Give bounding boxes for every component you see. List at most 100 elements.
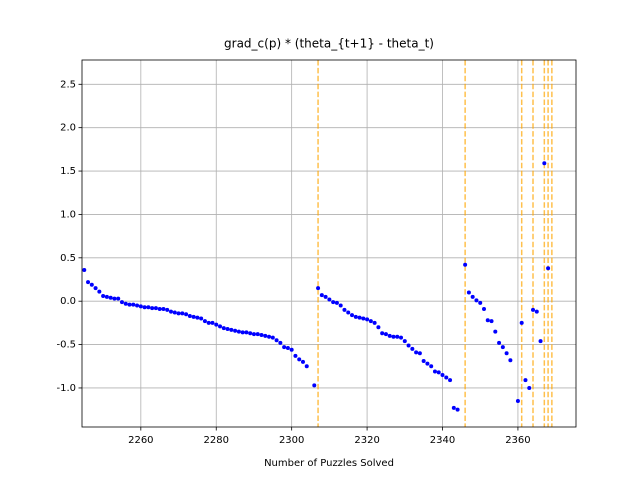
- point: [429, 364, 434, 369]
- point: [346, 310, 351, 315]
- point: [104, 294, 109, 299]
- point: [206, 320, 211, 325]
- point: [285, 346, 290, 351]
- point: [323, 294, 328, 299]
- point: [157, 307, 162, 312]
- y-tick-label: 2.0: [60, 123, 76, 134]
- point: [236, 329, 241, 334]
- point: [451, 405, 456, 410]
- point: [123, 301, 128, 306]
- point: [383, 332, 388, 337]
- point: [131, 302, 136, 307]
- point: [493, 329, 498, 334]
- point: [202, 319, 207, 324]
- point: [546, 266, 551, 271]
- point: [395, 334, 400, 339]
- point: [391, 334, 396, 339]
- point: [300, 359, 305, 364]
- point: [523, 378, 528, 383]
- point: [199, 316, 204, 321]
- point: [176, 311, 181, 316]
- plot-frame: [81, 59, 577, 428]
- point: [380, 331, 385, 336]
- y-tick-label: 0.5: [60, 253, 76, 264]
- point: [497, 340, 502, 345]
- point: [221, 326, 226, 331]
- point: [515, 398, 520, 403]
- point: [342, 307, 347, 312]
- point: [146, 305, 151, 310]
- point: [474, 298, 479, 303]
- point: [150, 306, 155, 311]
- x-tick-label: 2320: [354, 435, 379, 446]
- point: [338, 303, 343, 308]
- point: [270, 335, 275, 340]
- point: [466, 290, 471, 295]
- point: [504, 351, 509, 356]
- x-axis-label: Number of Puzzles Solved: [264, 458, 394, 469]
- point: [368, 319, 373, 324]
- x-tick-label: 2260: [128, 435, 153, 446]
- y-tick-label: -0.5: [56, 340, 76, 351]
- point: [534, 309, 539, 314]
- point: [187, 313, 192, 318]
- point: [282, 345, 287, 350]
- point: [165, 307, 170, 312]
- point: [361, 316, 366, 321]
- point: [500, 345, 505, 350]
- x-tick-label: 2300: [279, 435, 304, 446]
- point: [93, 286, 98, 291]
- point: [527, 385, 532, 390]
- point: [251, 332, 256, 337]
- point: [538, 339, 543, 344]
- point: [172, 310, 177, 315]
- point: [425, 361, 430, 366]
- point: [399, 335, 404, 340]
- point: [278, 340, 283, 345]
- y-tick-label: -1.0: [56, 383, 76, 394]
- point: [316, 286, 321, 291]
- point: [191, 314, 196, 319]
- point: [485, 318, 490, 323]
- point: [489, 319, 494, 324]
- point: [161, 307, 166, 312]
- point: [127, 302, 132, 307]
- point: [89, 282, 94, 287]
- point: [531, 307, 536, 312]
- y-tick-label: 1.5: [60, 166, 76, 177]
- point: [478, 300, 483, 305]
- point: [108, 295, 113, 300]
- point: [248, 331, 253, 336]
- point: [357, 315, 362, 320]
- point: [444, 375, 449, 380]
- point: [138, 304, 143, 309]
- point: [244, 330, 249, 335]
- point: [229, 327, 234, 332]
- point: [184, 312, 189, 317]
- point: [312, 383, 317, 388]
- point: [319, 293, 324, 298]
- point: [263, 333, 268, 338]
- point: [293, 353, 298, 358]
- point: [255, 332, 260, 337]
- point: [180, 311, 185, 316]
- point: [440, 372, 445, 377]
- point: [542, 161, 547, 166]
- point: [259, 333, 264, 338]
- x-tick-label: 2360: [505, 435, 530, 446]
- point: [508, 358, 513, 363]
- point: [225, 326, 230, 331]
- y-tick-label: 1.0: [60, 209, 76, 220]
- point: [97, 289, 102, 294]
- point: [116, 296, 121, 301]
- point: [82, 267, 87, 272]
- point: [101, 293, 106, 298]
- x-tick-label: 2280: [204, 435, 229, 446]
- point: [240, 330, 245, 335]
- point: [410, 346, 415, 351]
- point: [448, 378, 453, 383]
- point: [297, 357, 302, 362]
- point: [334, 300, 339, 305]
- point: [455, 407, 460, 412]
